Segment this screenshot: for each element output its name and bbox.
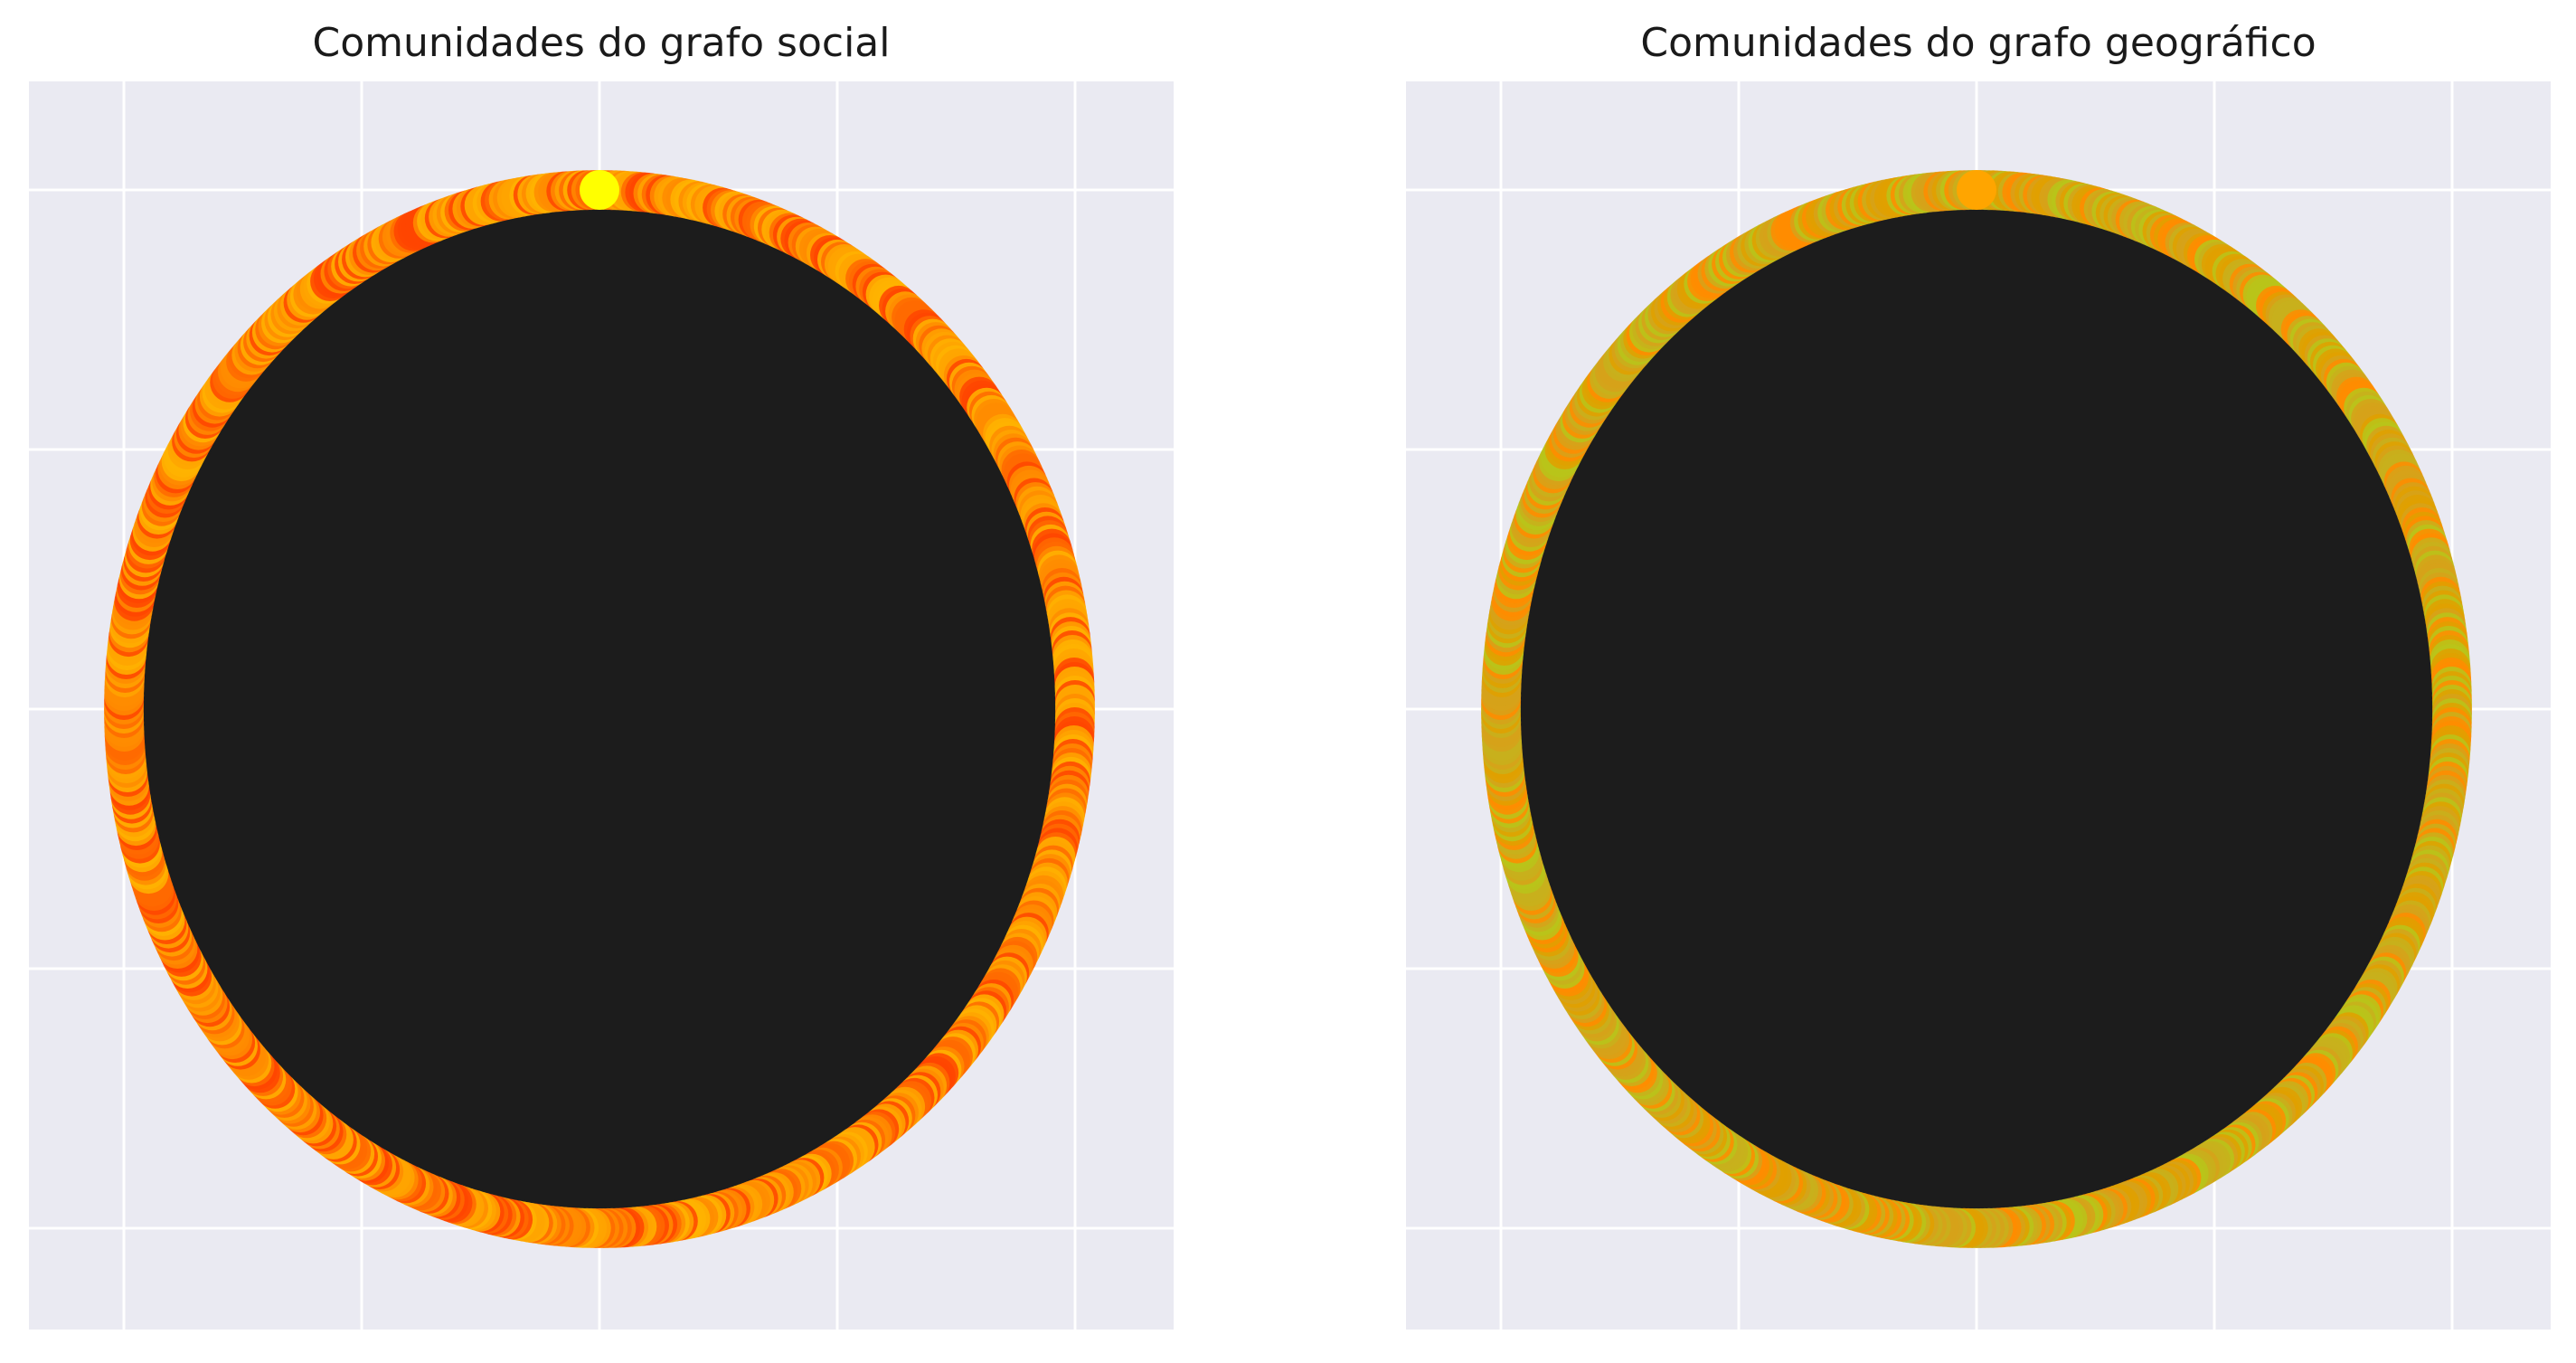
edges-inner [1523,212,2430,1207]
highlight-node [580,170,619,210]
plot-social [29,81,1174,1330]
chart-title-geographic: Comunidades do grafo geográfico [1640,20,2317,66]
chart-title-social: Comunidades do grafo social [312,20,891,66]
highlight-node [1957,170,1996,210]
nodes [1481,170,2472,1248]
plot-geographic [1406,81,2551,1330]
edges-inner [146,212,1053,1207]
nodes [104,170,1095,1248]
